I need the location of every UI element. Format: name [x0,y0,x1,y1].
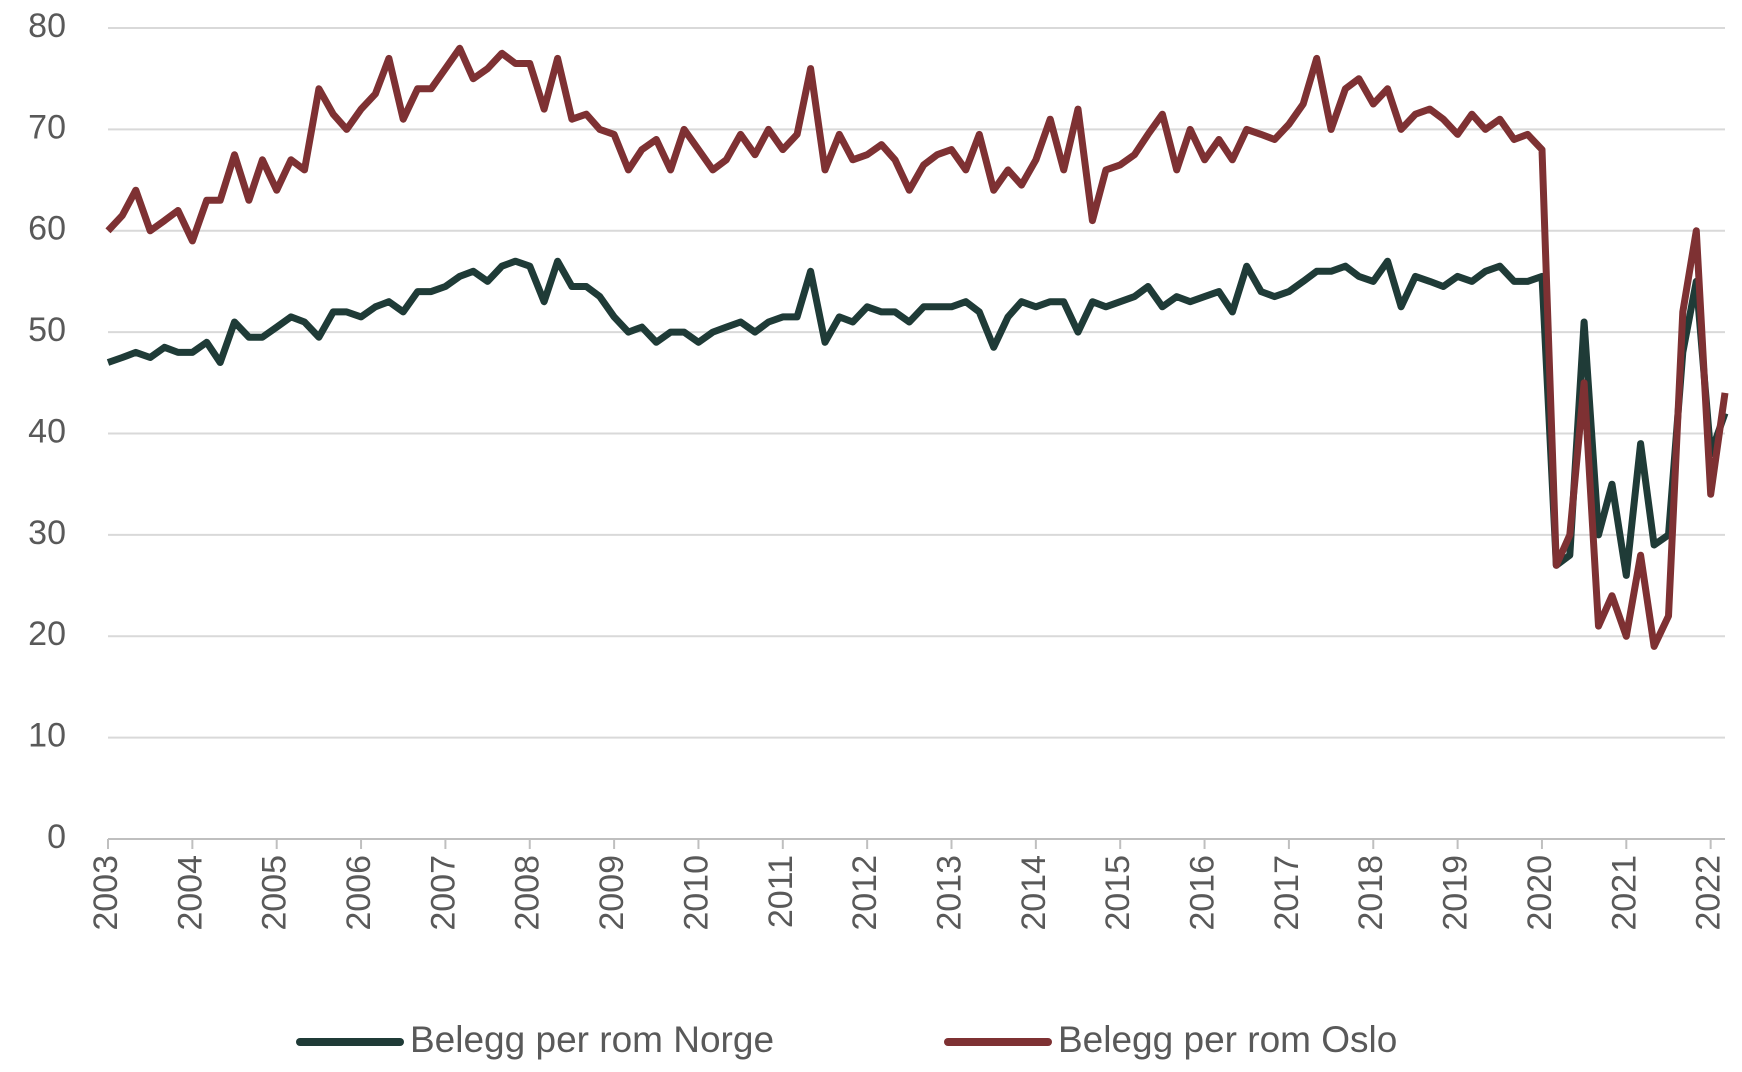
x-tick-label: 2009 [593,855,631,931]
series-line [105,44,1729,650]
x-tick-label: 2007 [424,855,462,931]
x-tick-label: 2014 [1015,855,1053,931]
legend-label: Belegg per rom Norge [410,1019,774,1060]
x-tick-label: 2021 [1605,855,1643,931]
y-tick-label: 20 [28,615,66,653]
x-tick-label: 2018 [1352,855,1390,931]
y-tick-label: 60 [28,210,66,248]
x-tick-label: 2013 [930,855,968,931]
x-tick-label: 2019 [1437,855,1475,931]
y-tick-label: 10 [28,717,66,755]
x-tick-label: 2010 [677,855,715,931]
x-tick-label: 2022 [1690,855,1728,931]
y-tick-label: 40 [28,412,66,450]
x-tick-label: 2016 [1184,855,1222,931]
x-tick-label: 2012 [846,855,884,931]
x-tick-label: 2020 [1521,855,1559,931]
y-tick-label: 70 [28,108,66,146]
y-tick-label: 50 [28,311,66,349]
x-tick-label: 2008 [509,855,547,931]
y-tick-label: 80 [28,7,66,45]
x-tick-label: 2006 [340,855,378,931]
x-tick-label: 2017 [1268,855,1306,931]
y-tick-label: 30 [28,514,66,552]
x-tick-label: 2011 [762,855,800,928]
x-tick-label: 2004 [171,855,209,931]
legend-label: Belegg per rom Oslo [1058,1019,1397,1060]
y-tick-label: 0 [47,818,66,856]
series-line [106,257,1729,579]
x-tick-label: 2015 [1099,855,1137,931]
x-tick-label: 2005 [256,855,294,931]
x-tick-label: 2003 [87,855,125,931]
